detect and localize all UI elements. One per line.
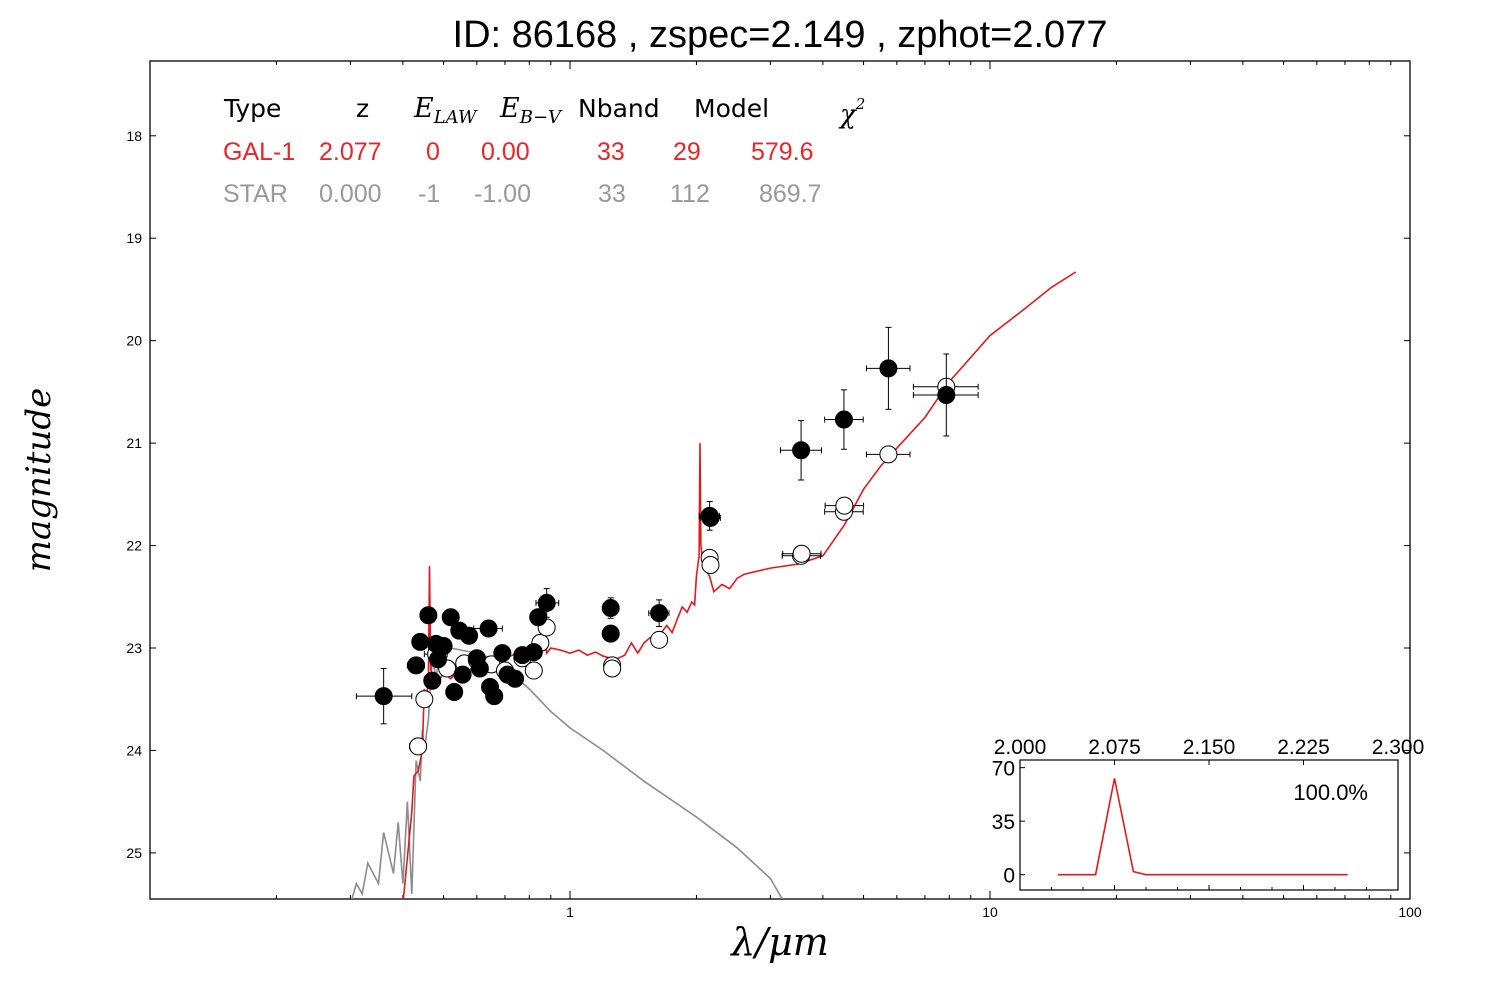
inset-x-tick-label: 2.075 xyxy=(1088,736,1141,759)
table-header-z: z xyxy=(356,94,369,123)
y-tick-label: 21 xyxy=(126,435,142,451)
table-cell: 0.00 xyxy=(481,138,530,166)
inset-y-tick-label: 70 xyxy=(992,758,1015,781)
model-photometry-point xyxy=(409,737,428,756)
observed-photometry-point xyxy=(453,665,472,684)
observed-photometry-point xyxy=(701,508,720,527)
y-tick-label: 20 xyxy=(126,333,142,349)
observed-photometry-point xyxy=(460,626,479,645)
inset-x-tick-label: 2.225 xyxy=(1277,736,1330,759)
observed-photometry-point xyxy=(493,644,512,663)
x-axis-label: λ/μm xyxy=(729,920,829,964)
model-photometry-point xyxy=(701,556,720,575)
observed-photometry-point xyxy=(601,624,620,643)
table-cell: 579.6 xyxy=(751,138,814,166)
inset-x-tick-label: 2.000 xyxy=(994,736,1047,759)
observed-photometry-point xyxy=(411,632,430,651)
plot-frame xyxy=(149,60,1411,900)
observed-photometry-point xyxy=(601,599,620,618)
table-cell: 869.7 xyxy=(759,180,822,208)
x-tick-label: 1 xyxy=(566,904,574,920)
observed-photometry-point xyxy=(423,671,442,690)
model-photometry-point xyxy=(603,659,622,678)
pdf-inset: 2.000 2.075 2.150 2.225 2.300 0 35 70 100.0% xyxy=(992,736,1425,891)
observed-photometry-point xyxy=(792,441,811,460)
model-photometry-point xyxy=(650,630,669,649)
x-axis: 1 10 100 xyxy=(275,61,1422,920)
chart-title: ID: 86168 , zspec=2.149 , zphot=2.077 xyxy=(452,14,1108,56)
observed-photometry-point xyxy=(441,608,460,627)
y-tick-label: 23 xyxy=(126,640,142,656)
star-model-line xyxy=(351,645,783,899)
observed-photometry-point xyxy=(537,593,556,612)
observed-photometry-point xyxy=(485,687,504,706)
y-tick-label: 24 xyxy=(126,742,142,758)
star-model-curve xyxy=(351,645,783,899)
observed-photometry-point xyxy=(834,410,853,429)
inset-x-tick-label: 2.300 xyxy=(1372,736,1425,759)
table-header-type: Type xyxy=(223,94,281,123)
inset-x-axis: 2.000 2.075 2.150 2.225 2.300 xyxy=(994,736,1425,890)
table-cell: -1 xyxy=(418,180,440,208)
observed-photometry-point xyxy=(407,656,426,675)
observed-photometry-point xyxy=(479,619,498,638)
table-cell: 33 xyxy=(597,138,625,166)
table-cell: GAL-1 xyxy=(223,138,295,166)
inset-y-axis: 0 35 70 xyxy=(992,758,1025,888)
model-photometry-point xyxy=(792,544,811,563)
observed-photometry-point xyxy=(506,669,525,688)
inset-percent-label: 100.0% xyxy=(1293,780,1368,805)
inset-y-tick-label: 35 xyxy=(992,811,1015,834)
observed-photometry-point xyxy=(524,643,543,662)
observed-photometry-point xyxy=(419,606,438,625)
y-tick-label: 25 xyxy=(126,845,142,861)
table-header-ebv: EB−V xyxy=(499,93,563,128)
table-cell: 33 xyxy=(598,180,626,208)
y-tick-label: 18 xyxy=(126,128,142,144)
fit-table: Type z ELAW EB−V Nband Model χ2 GAL-1 2.… xyxy=(223,93,865,208)
table-cell: 0 xyxy=(426,138,440,166)
table-cell: 29 xyxy=(673,138,701,166)
x-tick-label: 100 xyxy=(1398,904,1422,920)
table-row-gal: GAL-1 2.077 0 0.00 33 29 579.6 xyxy=(223,138,814,166)
table-cell: STAR xyxy=(223,180,288,208)
observed-photometry-point xyxy=(937,385,956,404)
y-axis: 18 19 20 21 22 23 24 25 xyxy=(126,128,1410,861)
model-photometry-point xyxy=(415,690,434,709)
model-photometry-point xyxy=(879,445,898,464)
observed-photometry-point xyxy=(434,636,453,655)
observed-photometry-point xyxy=(879,359,898,378)
galaxy-model-line xyxy=(402,271,1077,899)
inset-pdf-line xyxy=(1057,778,1348,876)
inset-frame xyxy=(1019,759,1399,891)
table-header-nband: Nband xyxy=(578,94,660,123)
y-axis-label: magnitude xyxy=(19,388,59,573)
observed-photometry-point xyxy=(470,659,489,678)
observed-photometry-point xyxy=(374,687,393,706)
observed-photometry-point xyxy=(445,683,464,702)
table-row-star: STAR 0.000 -1 -1.00 33 112 869.7 xyxy=(223,180,822,208)
table-cell: -1.00 xyxy=(474,180,531,208)
galaxy-model-curve xyxy=(402,271,1077,899)
y-tick-label: 19 xyxy=(126,230,142,246)
inset-y-tick-label: 0 xyxy=(1003,865,1015,888)
observed-photometry-point xyxy=(650,604,669,623)
table-header-model: Model xyxy=(694,94,769,123)
table-header-elaw: ELAW xyxy=(413,93,478,128)
inset-pdf-curve xyxy=(1057,778,1348,876)
model-photometry-point xyxy=(835,496,854,515)
table-cell: 112 xyxy=(670,180,710,208)
observed-photometry-series xyxy=(355,326,979,725)
x-tick-label: 10 xyxy=(982,904,998,920)
table-header-chi2: χ2 xyxy=(838,95,865,130)
y-tick-label: 22 xyxy=(126,538,142,554)
table-cell: 2.077 xyxy=(319,138,382,166)
inset-x-tick-label: 2.150 xyxy=(1183,736,1236,759)
table-cell: 0.000 xyxy=(319,180,382,208)
model-photometry-point xyxy=(524,661,543,680)
